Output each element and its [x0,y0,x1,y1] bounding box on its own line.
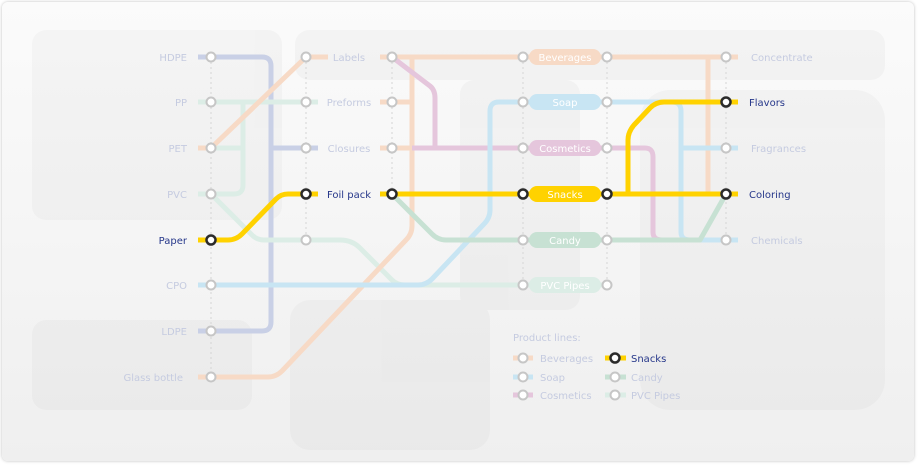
label-labels[interactable]: Labels [333,53,365,64]
station-candy-out[interactable] [601,234,613,246]
station-beverages-out[interactable] [601,51,613,63]
svg-text:Soap: Soap [540,373,565,384]
station-snacks-out[interactable] [601,188,613,200]
label-preforms[interactable]: Preforms [327,98,371,109]
pill-cosmetics[interactable]: Cosmetics [529,140,601,156]
label-closures[interactable]: Closures [328,144,371,155]
station-paper[interactable] [205,234,217,246]
svg-text:Soap: Soap [553,98,578,109]
label-pp[interactable]: PP [175,98,187,109]
label-chemicals[interactable]: Chemicals [751,236,803,247]
legend-item-candy[interactable]: Candy [605,371,663,385]
station-pet[interactable] [205,142,217,154]
svg-text:Cosmetics: Cosmetics [539,144,591,155]
ingredient-labels: Concentrate Flavors Fragrances Coloring … [749,53,813,247]
svg-text:PVC Pipes: PVC Pipes [540,281,589,292]
station-candy-in[interactable] [517,234,529,246]
svg-text:Snacks: Snacks [631,354,666,365]
station-preforms-out[interactable] [386,96,398,108]
legend-item-pvc-pipes[interactable]: PVC Pipes [605,389,680,403]
station-foil-pack-out[interactable] [386,188,398,200]
svg-text:Beverages: Beverages [540,354,593,365]
product-line-pills: Beverages Soap Cosmetics Snacks Candy PV… [529,49,601,293]
label-flavors[interactable]: Flavors [749,98,785,109]
legend: Product lines: Beverages Soap Cosmetics … [513,333,680,402]
station-coloring[interactable] [720,188,732,200]
station-pvc-via[interactable] [300,234,312,246]
station-hdpe[interactable] [205,51,217,63]
legend-title: Product lines: [513,333,581,344]
svg-text:Beverages: Beverages [538,53,591,64]
svg-text:Snacks: Snacks [547,190,582,201]
station-fragrances[interactable] [720,142,732,154]
label-paper[interactable]: Paper [159,236,188,247]
station-beverages-in[interactable] [517,51,529,63]
legend-item-beverages[interactable]: Beverages [513,352,593,366]
station-snacks-in[interactable] [517,188,529,200]
station-chemicals[interactable] [720,234,732,246]
svg-text:PVC Pipes: PVC Pipes [631,391,680,402]
station-soap-in[interactable] [517,96,529,108]
station-labels-in[interactable] [300,51,312,63]
station-concentrate[interactable] [720,51,732,63]
station-cosmetics-out[interactable] [601,142,613,154]
station-cpo[interactable] [205,279,217,291]
station-preforms-in[interactable] [300,96,312,108]
label-ldpe[interactable]: LDPE [161,327,187,338]
label-pet[interactable]: PET [169,144,188,155]
pill-candy[interactable]: Candy [529,232,601,248]
station-glass-bottle[interactable] [205,371,217,383]
label-pvc[interactable]: PVC [167,190,187,201]
station-closures-in[interactable] [300,142,312,154]
station-soap-out[interactable] [601,96,613,108]
component-labels: Labels Preforms Closures Foil pack [327,53,371,201]
svg-text:Candy: Candy [549,236,581,247]
label-glass-bottle[interactable]: Glass bottle [124,373,184,384]
pill-beverages[interactable]: Beverages [529,49,601,65]
legend-item-cosmetics[interactable]: Cosmetics [513,389,592,403]
station-labels-out[interactable] [386,51,398,63]
station-cosmetics-in[interactable] [517,142,529,154]
svg-text:Cosmetics: Cosmetics [540,391,592,402]
legend-item-snacks[interactable]: Snacks [605,352,666,366]
line-candy [390,192,729,243]
station-foil-pack-in[interactable] [300,188,312,200]
legend-item-soap[interactable]: Soap [513,371,565,385]
label-fragrances[interactable]: Fragrances [751,144,806,155]
station-flavors[interactable] [720,96,732,108]
station-pvc[interactable] [205,188,217,200]
label-concentrate[interactable]: Concentrate [751,53,813,64]
station-pvc-pipes-in[interactable] [517,279,529,291]
station-ldpe[interactable] [205,325,217,337]
svg-text:Candy: Candy [631,373,663,384]
stations [205,51,732,383]
station-pvc-pipes-out[interactable] [601,279,613,291]
pill-pvc-pipes[interactable]: PVC Pipes [529,277,601,293]
label-coloring[interactable]: Coloring [749,190,791,201]
station-closures-out[interactable] [386,142,398,154]
label-cpo[interactable]: CPO [166,281,187,292]
label-hdpe[interactable]: HDPE [159,53,187,64]
pill-snacks[interactable]: Snacks [529,186,601,202]
station-pp[interactable] [205,96,217,108]
label-foil-pack[interactable]: Foil pack [327,190,371,201]
pill-soap[interactable]: Soap [529,94,601,110]
material-labels: HDPE PP PET PVC Paper CPO LDPE Glass bot… [124,53,188,384]
